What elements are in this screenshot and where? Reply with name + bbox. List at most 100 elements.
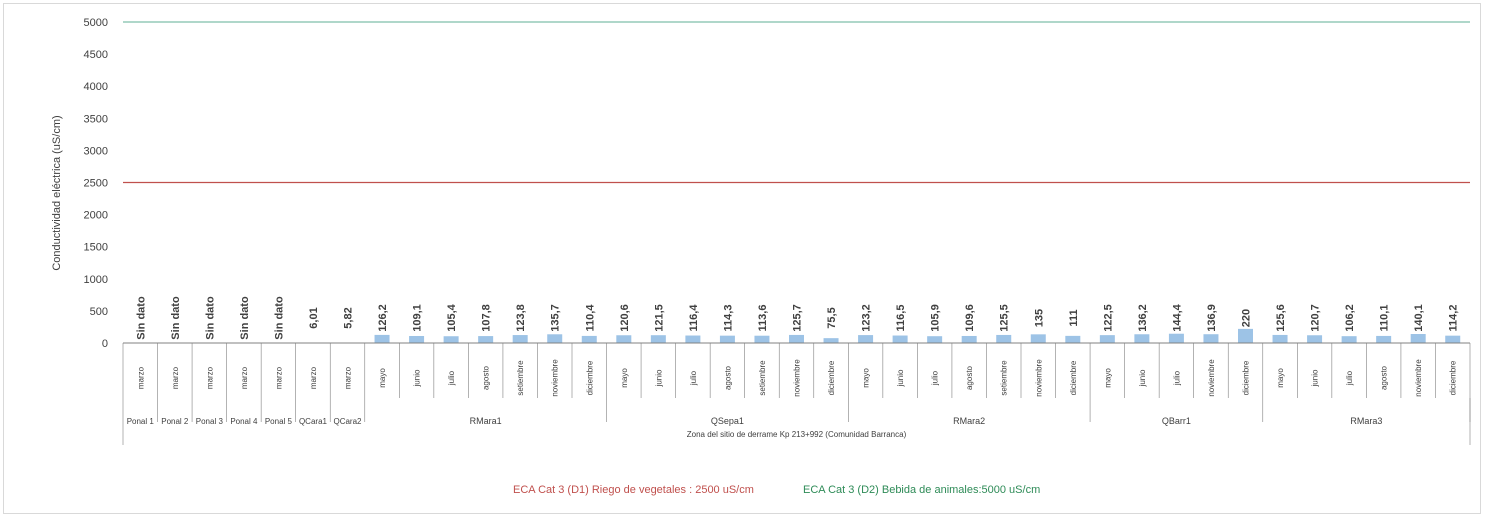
data-label: Sin dato <box>170 296 182 340</box>
group-label: RMara1 <box>470 416 502 426</box>
data-label: Sin dato <box>273 296 285 340</box>
data-label: 5,82 <box>343 307 355 328</box>
bar <box>996 334 1012 343</box>
category-label: marzo <box>344 366 353 389</box>
y-axis-title: Conductividad eléctrica (uS/cm) <box>51 115 63 270</box>
bar <box>685 335 701 343</box>
group-label: Ponal 3 <box>196 417 224 426</box>
bar <box>719 335 735 343</box>
category-label: marzo <box>171 366 180 389</box>
data-label: 220 <box>1241 309 1253 327</box>
group-label: QCara2 <box>333 417 362 426</box>
data-label: 116,4 <box>688 304 700 332</box>
bar <box>754 335 770 343</box>
bar <box>1030 334 1046 343</box>
bar <box>581 335 597 343</box>
y-tick-label: 1000 <box>84 274 108 286</box>
data-label: 109,6 <box>964 304 976 332</box>
legend-entry-d2: ECA Cat 3 (D2) Bebida de animales:5000 u… <box>803 484 1040 496</box>
category-label: junio <box>654 369 663 387</box>
category-label: agosto <box>1380 365 1389 390</box>
category-label: noviembre <box>1034 359 1043 397</box>
y-tick-label: 500 <box>90 306 108 318</box>
category-label: noviembre <box>793 359 802 397</box>
legend-entry-d1: ECA Cat 3 (D1) Riego de vegetales : 2500… <box>513 484 754 496</box>
bar <box>1238 328 1253 343</box>
data-label: 110,4 <box>584 304 596 332</box>
group-label: Ponal 1 <box>127 417 155 426</box>
group-label: RMara3 <box>1350 416 1382 426</box>
category-label: diciembre <box>1242 360 1251 395</box>
group-label: QSepa1 <box>711 416 744 426</box>
y-tick-label: 3500 <box>84 113 108 125</box>
bar <box>1307 335 1323 343</box>
group-label: QBarr1 <box>1162 416 1191 426</box>
category-label: diciembre <box>1449 360 1458 395</box>
data-label: 121,5 <box>653 304 665 332</box>
y-tick-label: 5000 <box>84 17 108 29</box>
category-label: setiembre <box>516 360 525 396</box>
data-label: 123,2 <box>861 304 873 332</box>
category-label: marzo <box>274 366 283 389</box>
bar <box>961 335 977 343</box>
data-label: 105,4 <box>446 303 458 331</box>
y-tick-label: 4500 <box>84 49 108 61</box>
category-label: noviembre <box>1414 359 1423 397</box>
data-label: 136,9 <box>1206 304 1218 332</box>
category-label: mayo <box>1276 368 1285 388</box>
data-label: 135,7 <box>550 304 562 332</box>
bar <box>478 336 494 343</box>
category-label: diciembre <box>827 360 836 395</box>
bar <box>374 334 390 343</box>
y-tick-label: 2500 <box>84 178 108 190</box>
bar <box>1134 334 1150 343</box>
reference-lines <box>123 21 1470 184</box>
category-label: junio <box>1138 369 1147 387</box>
data-label: Sin dato <box>239 296 251 340</box>
data-label: 120,7 <box>1310 304 1322 332</box>
group-label: RMara2 <box>953 416 985 426</box>
category-label: agosto <box>723 365 732 390</box>
data-labels: Sin dato Sin dato Sin dato Sin dato Sin dato… <box>135 296 1459 340</box>
data-label: 120,6 <box>619 304 631 332</box>
data-label: 125,6 <box>1275 304 1287 332</box>
group-label: Ponal 2 <box>161 417 189 426</box>
data-label: 114,3 <box>722 305 734 332</box>
data-label: 105,9 <box>930 304 942 332</box>
bar <box>650 335 666 343</box>
data-label: 125,5 <box>999 304 1011 332</box>
y-tick-label: 0 <box>102 338 108 350</box>
group-label: Ponal 5 <box>265 417 293 426</box>
data-label: 144,4 <box>1171 303 1183 331</box>
data-label: 125,7 <box>792 304 804 332</box>
bar <box>1341 336 1357 343</box>
bar <box>789 334 804 343</box>
bar <box>1099 335 1115 343</box>
category-label: junio <box>413 369 422 387</box>
bar <box>1168 333 1184 343</box>
bar <box>409 335 425 343</box>
category-label: marzo <box>240 366 249 389</box>
data-label: 116,5 <box>895 305 907 332</box>
data-label: Sin dato <box>204 296 216 340</box>
data-label: 114,2 <box>1448 305 1460 332</box>
data-label: 109,1 <box>412 304 424 332</box>
y-tick-label: 3000 <box>84 145 108 157</box>
bar <box>927 336 943 343</box>
category-label: diciembre <box>585 360 594 395</box>
data-label: 126,2 <box>377 304 389 332</box>
category-label: marzo <box>136 366 145 389</box>
data-label: 113,6 <box>757 305 769 332</box>
category-label: mayo <box>378 368 387 388</box>
bar <box>1065 335 1081 343</box>
bar <box>616 335 632 343</box>
data-label: 135 <box>1033 309 1045 327</box>
data-label: 110,1 <box>1379 305 1391 332</box>
category-label: junio <box>896 369 905 387</box>
y-tick-label: 2000 <box>84 210 108 222</box>
category-label: setiembre <box>758 360 767 396</box>
bar <box>823 338 839 343</box>
bar <box>1410 334 1426 343</box>
category-label: noviembre <box>551 359 560 397</box>
